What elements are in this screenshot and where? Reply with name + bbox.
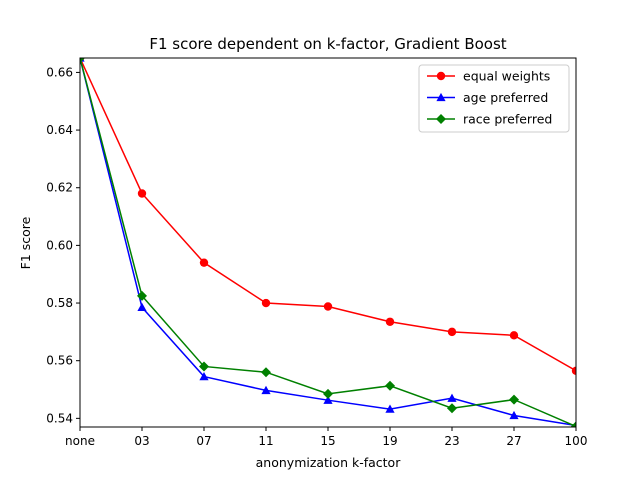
x-tick-label-6: 23 xyxy=(444,434,459,448)
x-axis-label: anonymization k-factor xyxy=(256,455,402,470)
series-group xyxy=(80,58,576,427)
legend: equal weights age preferred race preferred xyxy=(418,64,570,133)
data-point-1-6 xyxy=(447,393,457,402)
legend-label-0: equal weights xyxy=(463,69,550,84)
y-tick-label-4: 0.62 xyxy=(46,181,73,195)
x-tick-label-8: 100 xyxy=(565,434,588,448)
legend-box xyxy=(418,64,570,133)
x-tick-label-3: 11 xyxy=(258,434,273,448)
series-2 xyxy=(80,58,576,427)
x-tick-label-2: 07 xyxy=(196,434,211,448)
x-tick-label-7: 27 xyxy=(506,434,521,448)
data-point-0-6 xyxy=(447,327,457,337)
chart-title: F1 score dependent on k-factor, Gradient… xyxy=(149,35,506,53)
x-tick-label-0: none xyxy=(65,434,95,448)
y-axis-label: F1 score xyxy=(18,216,33,269)
data-point-0-4 xyxy=(323,302,333,311)
data-point-1-3 xyxy=(261,385,271,395)
legend-marker-0 xyxy=(436,71,446,81)
series-0 xyxy=(80,58,576,375)
legend-marker-2 xyxy=(436,114,446,124)
data-point-1-1 xyxy=(137,302,147,312)
data-point-2-2 xyxy=(199,361,209,372)
y-tick-label-2: 0.58 xyxy=(46,296,73,310)
data-point-1-7 xyxy=(509,410,519,420)
data-point-0-5 xyxy=(385,317,395,326)
data-point-2-3 xyxy=(261,367,271,378)
data-point-2-8 xyxy=(571,421,576,427)
plot-area: none 03 07 11 15 19 23 27 100 0.54 0.56 0.58 0.60 0.6… xyxy=(46,57,588,448)
y-tick-label-6: 0.66 xyxy=(46,65,73,79)
data-point-2-6 xyxy=(447,403,457,414)
data-point-2-0 xyxy=(80,58,85,63)
data-point-2-5 xyxy=(385,380,395,391)
data-point-2-7 xyxy=(509,394,519,405)
data-point-0-8 xyxy=(571,366,576,375)
x-tick-label-1: 03 xyxy=(134,434,149,448)
x-tick-label-4: 15 xyxy=(320,434,335,448)
data-point-1-2 xyxy=(199,371,209,381)
legend-marker-1 xyxy=(436,92,446,102)
data-point-0-3 xyxy=(261,298,271,308)
data-point-0-1 xyxy=(137,189,147,198)
y-tick-label-0: 0.54 xyxy=(46,411,73,425)
data-point-0-7 xyxy=(509,331,519,340)
y-tick-label-3: 0.60 xyxy=(46,238,73,252)
legend-label-2: race preferred xyxy=(463,112,552,127)
data-point-2-4 xyxy=(323,388,333,399)
legend-label-1: age preferred xyxy=(463,90,548,105)
data-point-1-5 xyxy=(385,404,395,413)
x-tick-label-5: 19 xyxy=(382,434,397,448)
data-point-1-4 xyxy=(323,395,333,404)
series-1 xyxy=(80,58,576,427)
y-tick-label-1: 0.56 xyxy=(46,354,73,368)
y-tick-label-5: 0.64 xyxy=(46,123,73,137)
data-point-2-1 xyxy=(137,290,147,301)
data-point-0-2 xyxy=(199,258,209,267)
